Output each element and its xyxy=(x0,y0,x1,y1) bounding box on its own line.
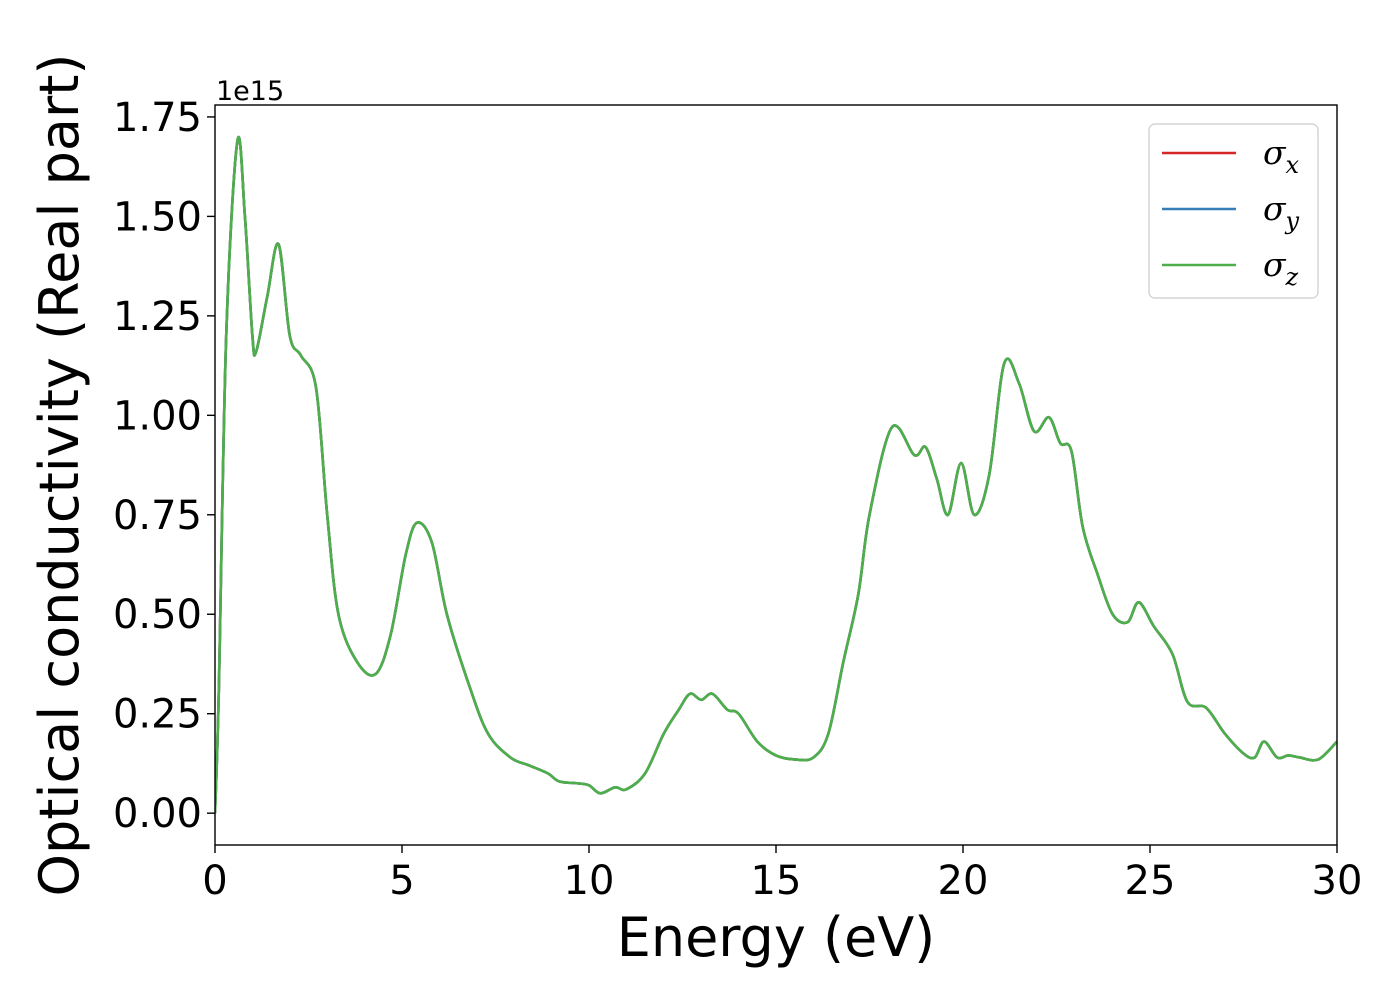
y-tick-label: 0.75 xyxy=(113,493,202,539)
y-tick-label: 1.25 xyxy=(113,294,202,340)
y-tick-label: 1.50 xyxy=(113,194,202,240)
y-tick-label: 0.00 xyxy=(113,791,202,837)
x-axis-ticks: 0 5 10 15 20 25 30 xyxy=(202,845,1362,904)
x-tick-label: 30 xyxy=(1312,858,1363,904)
y-axis-offset-label: 1e15 xyxy=(216,76,284,107)
legend-label-y: σy xyxy=(1263,189,1300,235)
x-tick-label: 10 xyxy=(564,858,615,904)
y-tick-label: 0.25 xyxy=(113,692,202,738)
y-tick-label: 1.00 xyxy=(113,393,202,439)
y-axis-ticks: 0.00 0.25 0.50 0.75 1.00 1.25 1.50 1.75 xyxy=(113,95,215,837)
x-axis-label: Energy (eV) xyxy=(617,906,936,969)
plot-content xyxy=(215,136,1337,814)
x-tick-label: 15 xyxy=(751,858,802,904)
legend-frame xyxy=(1148,123,1319,299)
x-tick-label: 25 xyxy=(1125,858,1176,904)
x-tick-label: 0 xyxy=(202,858,227,904)
x-tick-label: 5 xyxy=(389,858,414,904)
series-line-z xyxy=(215,136,1337,814)
legend: σx σy σz xyxy=(1148,123,1319,299)
legend-label-z: σz xyxy=(1263,245,1299,291)
y-tick-label: 0.50 xyxy=(113,592,202,638)
legend-label-x: σx xyxy=(1263,133,1300,179)
legend-items: σx σy σz xyxy=(1162,133,1300,291)
y-tick-label: 1.75 xyxy=(113,95,202,141)
y-axis-label: Optical conductivity (Real part) xyxy=(28,54,91,897)
x-tick-label: 20 xyxy=(938,858,989,904)
